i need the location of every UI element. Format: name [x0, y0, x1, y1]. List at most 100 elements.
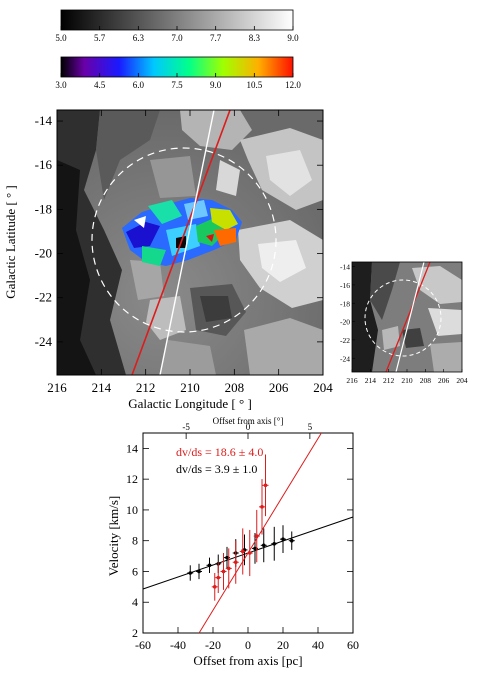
main-y-tick-label: -20 [35, 246, 52, 261]
black-data-point [261, 543, 266, 548]
velocity-top-tick-label: -5 [182, 422, 190, 432]
red-data-point [247, 551, 252, 555]
red-data-point [226, 566, 231, 571]
colorbar-tick-label: 9.0 [210, 80, 222, 90]
red-data-point [263, 483, 268, 488]
overlay-cell [126, 222, 160, 248]
mid-dark-region [96, 110, 160, 200]
inset-y-tick-label: -20 [340, 318, 350, 327]
inset-dark-patch [402, 328, 424, 348]
velocity-y-tick-label: 8 [132, 534, 138, 548]
velocity-y-tick-label: 2 [132, 626, 138, 640]
colorbar-tick-label: 8.3 [249, 33, 261, 43]
red-data-point [216, 575, 221, 580]
velocity-top-tick-label: 0 [246, 422, 251, 432]
inset-light-patch [382, 326, 400, 350]
velocity-y-tick-label: 6 [132, 564, 138, 578]
velocity-x-tick-label: -60 [135, 638, 151, 652]
velocity-xlabel: Offset from axis [pc] [193, 653, 302, 668]
inset-x-tick-label: 204 [456, 376, 468, 385]
light-patch [244, 318, 323, 375]
black-data-point [253, 546, 257, 551]
main-x-tick-label: 216 [47, 380, 67, 395]
velocity-y-tick-label: 12 [126, 472, 138, 486]
colorbar-tick-label: 6.0 [133, 80, 145, 90]
overlay-cell [184, 200, 208, 220]
inset-y-tick-label: -14 [340, 263, 350, 272]
mid-patch [160, 340, 216, 375]
inset-y-tick-label: -18 [340, 299, 350, 308]
light-patch [146, 296, 186, 340]
inset-dark-region [370, 262, 400, 320]
inset-circle [364, 279, 442, 357]
inset-y-tick-label: -16 [340, 281, 350, 290]
main-x-tick-label: 212 [136, 380, 156, 395]
red-data-point [212, 585, 217, 589]
colorbar-tick-label: 10.5 [246, 80, 262, 90]
black-data-point [207, 563, 212, 568]
main-y-tick-label: -16 [35, 157, 53, 172]
red-data-point [260, 505, 264, 509]
velocity-x-tick-label: -40 [170, 638, 186, 652]
bright-patch [266, 150, 312, 196]
colorbar-tick-label: 5.7 [94, 33, 106, 43]
velocity-y-tick-label: 10 [126, 503, 138, 517]
main-y-tick-label: -24 [35, 334, 53, 349]
red-slope-annotation: dv/ds = 18.6 ± 4.0 [176, 445, 263, 459]
red-data-point [254, 534, 259, 538]
main-y-tick-label: -18 [35, 201, 52, 216]
red-data-point [240, 549, 245, 554]
colorbar-tick-label: 6.3 [133, 33, 145, 43]
velocity-plot: -60 -40 -20 0 20 40 60 2 4 6 8 10 12 14 -5 0 5 Offset fr… [106, 416, 359, 668]
colorbar-tick-label: 4.5 [94, 80, 106, 90]
main-y-tick-label: -14 [35, 113, 53, 128]
mid-patch [150, 156, 196, 198]
colorbar-tick-label: 9.0 [287, 33, 299, 43]
gray-colorbar: 5.0 5.7 6.3 7.0 7.7 8.3 9.0 [55, 9, 299, 43]
main-x-tick-label: 214 [92, 380, 112, 395]
velocity-y-tick-label: 4 [132, 595, 138, 609]
black-data-point [272, 541, 277, 546]
velocity-top-xlabel: Offset from axis [°] [213, 416, 284, 426]
color-colorbar: 3.0 4.5 6.0 7.5 9.0 10.5 12.0 [55, 56, 301, 90]
main-map-ylabel: Galactic Latitude [ ° ] [3, 185, 18, 298]
light-patch [180, 110, 252, 150]
colorbar-tick-label: 7.7 [210, 33, 222, 43]
black-data-point [289, 538, 294, 543]
inset-y-tick-label: -24 [340, 354, 350, 363]
darkest-region [57, 160, 96, 375]
main-x-tick-label: 210 [180, 380, 200, 395]
dark-patch [200, 296, 232, 322]
white-axis-line [159, 110, 215, 375]
velocity-x-tick-label: 20 [277, 638, 289, 652]
region-circle [91, 147, 277, 333]
inset-map: 216 214 212 210 208 206 204 -14 -16 -18 -20 -22 -24 [340, 261, 468, 385]
overlay-cell [148, 200, 182, 224]
velocity-ylabel: Velocity [km/s] [106, 496, 121, 577]
inset-light-patch [430, 342, 462, 372]
inset-light-patch [428, 308, 462, 336]
velocity-x-tick-label: -20 [205, 638, 221, 652]
black-data-point [188, 571, 193, 575]
inset-x-tick-label: 208 [420, 376, 432, 385]
overlay-cell [134, 216, 146, 228]
velocity-top-tick-label: 5 [308, 422, 313, 432]
inset-x-tick-label: 216 [346, 376, 358, 385]
black-slope-annotation: dv/ds = 3.9 ± 1.0 [176, 462, 257, 476]
velocity-x-tick-label: 40 [312, 638, 324, 652]
red-axis-line [131, 110, 231, 375]
inset-y-tick-label: -22 [340, 336, 350, 345]
main-x-tick-label: 206 [269, 380, 289, 395]
velocity-x-tick-label: 60 [347, 638, 359, 652]
overlay-cell [210, 208, 238, 230]
light-patch [130, 260, 164, 300]
bright-patch [216, 160, 240, 196]
inset-x-tick-label: 210 [401, 376, 413, 385]
red-data-point [221, 569, 226, 574]
main-map-xlabel: Galactic Longitude [ ° ] [128, 396, 252, 411]
inset-white-line [395, 262, 425, 372]
velocity-overlay [122, 198, 242, 266]
inset-red-line [385, 262, 431, 372]
black-data-point [197, 569, 201, 574]
